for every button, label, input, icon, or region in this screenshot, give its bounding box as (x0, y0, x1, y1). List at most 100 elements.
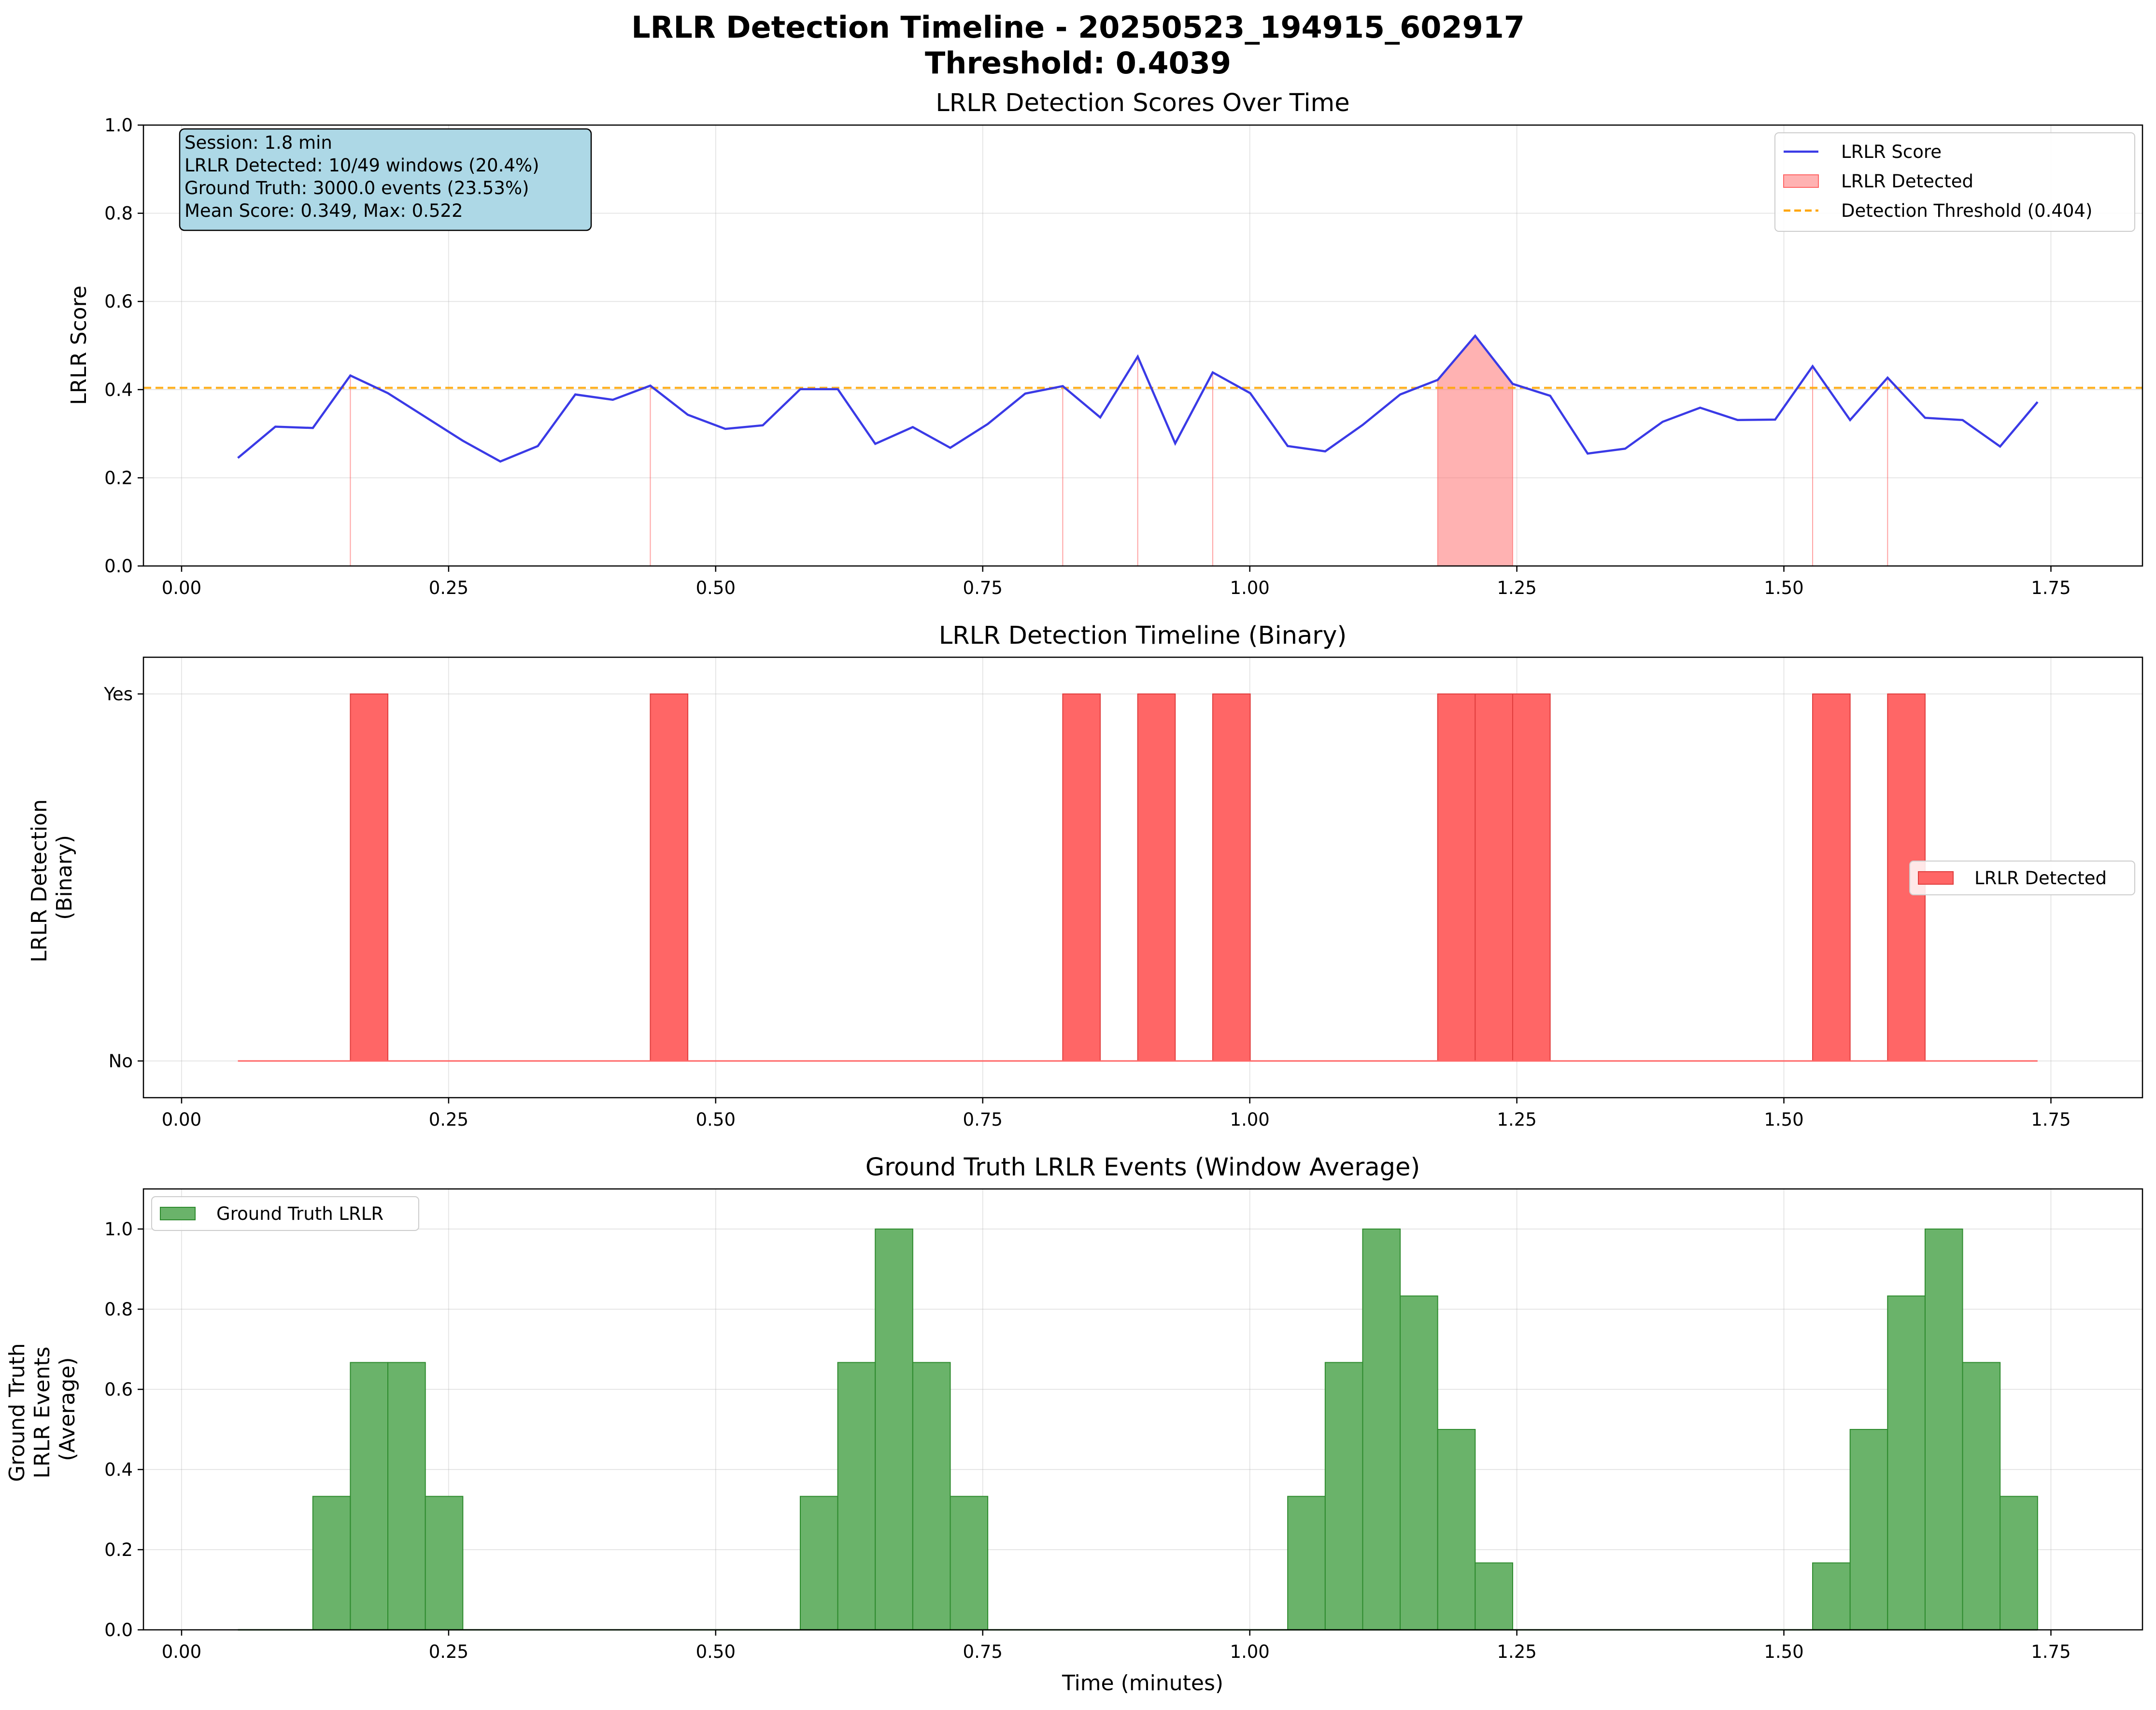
x-tick-label: 1.50 (1764, 1109, 1803, 1130)
detection-bar (1062, 693, 1101, 1061)
x-tick-label: 0.00 (162, 1641, 201, 1662)
y-tick-label: 0.6 (104, 1379, 133, 1400)
y-tick-label: 1.0 (104, 115, 133, 136)
y-tick-label: 0.0 (104, 1620, 133, 1640)
x-tick-label: 0.75 (963, 1641, 1003, 1662)
ground-truth-panel-title: Ground Truth LRLR Events (Window Average… (865, 1153, 1420, 1182)
ground-truth-bar (2000, 1496, 2038, 1631)
y-tick-label: Yes (103, 684, 133, 705)
y-tick-label: 0.8 (104, 203, 133, 224)
binary-legend: LRLR Detected (1909, 861, 2135, 895)
stats-box: Session: 1.8 min LRLR Detected: 10/49 wi… (179, 128, 592, 231)
x-tick-label: 1.75 (2031, 1109, 2071, 1130)
ground-truth-bar (1475, 1562, 1513, 1630)
x-tick-label: 1.50 (1764, 1641, 1803, 1662)
ground-truth-y-axis-label: Ground Truth LRLR Events (Average) (5, 1336, 80, 1482)
x-tick-label: 0.25 (429, 1641, 468, 1662)
stats-ground-truth: Ground Truth: 3000.0 events (23.53%) (184, 178, 529, 198)
ground-truth-bar (799, 1496, 838, 1631)
legend-label-detected: LRLR Detected (1841, 171, 1973, 192)
ground-truth-bar (875, 1229, 913, 1630)
x-axis-label: Time (minutes) (1062, 1671, 1223, 1696)
x-tick-label: 1.25 (1497, 578, 1536, 598)
x-tick-label: 0.75 (963, 1109, 1003, 1130)
detection-bar (1512, 693, 1551, 1061)
y-tick-label: 1.0 (104, 1219, 133, 1240)
legend-patch-icon (1783, 174, 1819, 188)
ground-truth-bar (912, 1362, 951, 1630)
legend-label-detected: LRLR Detected (1974, 868, 2107, 889)
stats-session: Session: 1.8 min (184, 132, 332, 153)
y-tick-label: 0.0 (104, 556, 133, 577)
y-tick-label: 0.6 (104, 291, 133, 312)
ground-truth-y-axis-label-line3: (Average) (55, 1357, 80, 1461)
legend-patch-icon (160, 1207, 196, 1220)
x-tick-label: 0.50 (696, 1641, 736, 1662)
x-tick-label: 0.50 (696, 1109, 736, 1130)
y-tick-label: 0.8 (104, 1299, 133, 1320)
legend-label-score: LRLR Score (1841, 141, 1942, 162)
binary-y-axis-label-line1: LRLR Detection (27, 799, 52, 962)
x-tick-label: 0.00 (162, 578, 201, 598)
x-tick-label: 1.00 (1230, 1641, 1269, 1662)
ground-truth-bar (1437, 1429, 1476, 1630)
detection-bar (1475, 693, 1513, 1061)
binary-legend-frame (1909, 861, 2135, 895)
detection-bar (1212, 693, 1251, 1061)
x-tick-label: 1.25 (1497, 1109, 1536, 1130)
x-tick-label: 1.75 (2031, 1641, 2071, 1662)
x-tick-label: 1.75 (2031, 578, 2071, 598)
y-tick-label: 0.2 (104, 1540, 133, 1560)
ground-truth-y-axis-label-line2: LRLR Events (30, 1346, 55, 1478)
x-tick-label: 0.25 (429, 578, 468, 598)
x-tick-label: 1.00 (1230, 1109, 1269, 1130)
detection-bar (1137, 693, 1176, 1061)
ground-truth-bar (1287, 1496, 1326, 1631)
y-tick-label: 0.2 (104, 467, 133, 488)
detection-bar (1437, 693, 1476, 1061)
x-tick-label: 0.00 (162, 1109, 201, 1130)
ground-truth-bar (1812, 1562, 1851, 1630)
ground-truth-bar (387, 1362, 426, 1630)
ground-truth-bar (312, 1496, 351, 1631)
binary-panel: LRLR Detection Timeline (Binary) 0.00 0.2… (27, 622, 2143, 1130)
score-panel-title: LRLR Detection Scores Over Time (936, 89, 1349, 117)
score-plot-frame (142, 124, 2143, 567)
binary-panel-title: LRLR Detection Timeline (Binary) (939, 622, 1347, 650)
score-legend: LRLR Score LRLR Detected Detection Thres… (1774, 132, 2135, 232)
score-panel: LRLR Detection Scores Over Time 0.00 0.25… (67, 89, 2143, 598)
y-tick-label: 0.4 (104, 1459, 133, 1480)
ground-truth-panel: Ground Truth LRLR Events (Window Average… (5, 1153, 2143, 1696)
legend-patch-icon (1918, 871, 1954, 885)
score-legend-frame (1774, 132, 2135, 232)
figure-title-line2: Threshold: 0.4039 (925, 45, 1231, 81)
ground-truth-legend: Ground Truth LRLR (151, 1196, 419, 1231)
x-tick-label: 1.50 (1764, 578, 1803, 598)
ground-truth-bar (425, 1496, 464, 1631)
figure-title-line1: LRLR Detection Timeline - 20250523_19491… (631, 10, 1525, 45)
stats-box-background (179, 128, 592, 231)
x-tick-label: 1.25 (1497, 1641, 1536, 1662)
ground-truth-y-axis-label-line1: Ground Truth (5, 1343, 29, 1482)
binary-y-axis-label: LRLR Detection (Binary) (27, 792, 77, 962)
x-tick-label: 1.00 (1230, 578, 1269, 598)
ground-truth-bar (1962, 1362, 2001, 1630)
ground-truth-bar (1400, 1295, 1438, 1631)
ground-truth-bar (837, 1362, 876, 1630)
ground-truth-legend-frame (151, 1196, 419, 1231)
x-tick-label: 0.50 (696, 578, 736, 598)
ground-truth-bar (1362, 1229, 1401, 1630)
ground-truth-bar (950, 1496, 989, 1631)
y-tick-label: 0.4 (104, 380, 133, 400)
legend-label-threshold: Detection Threshold (0.404) (1841, 200, 2092, 221)
detection-bar (350, 693, 389, 1061)
detection-bar (650, 693, 689, 1061)
stats-mean-max: Mean Score: 0.349, Max: 0.522 (184, 200, 463, 221)
x-tick-label: 0.25 (429, 1109, 468, 1130)
ground-truth-plot-frame (142, 1188, 2143, 1631)
detection-bar (1812, 693, 1851, 1061)
x-tick-label: 0.75 (963, 578, 1003, 598)
legend-label-ground-truth: Ground Truth LRLR (216, 1203, 383, 1224)
y-tick-label: No (109, 1051, 133, 1072)
